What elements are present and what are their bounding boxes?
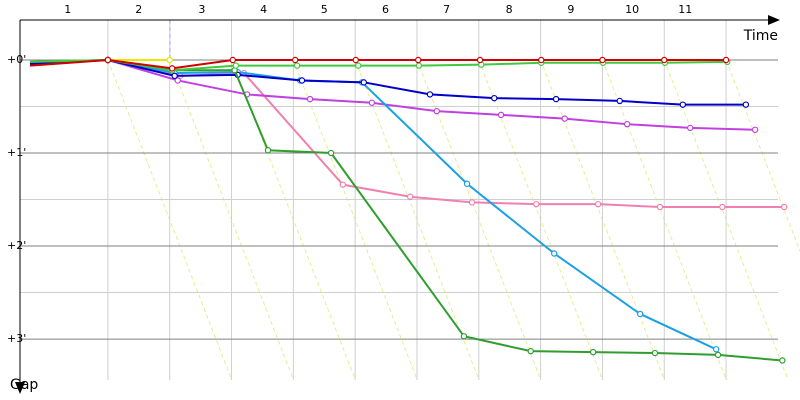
lap-point (264, 147, 272, 154)
lap-point (174, 77, 181, 84)
lap-point (599, 56, 606, 64)
lap-point (552, 95, 560, 103)
series-line (29, 58, 783, 362)
lap-point (229, 56, 236, 64)
x-tick-label: 2 (135, 3, 142, 16)
y-tick-label: +3' (7, 332, 26, 345)
lap-point (476, 56, 484, 64)
y-axis-label: Gap (10, 377, 38, 393)
x-tick-label: 4 (260, 3, 267, 16)
lap-point (780, 203, 788, 211)
lap-point (719, 203, 726, 211)
series-line (29, 58, 728, 72)
lap-point (656, 203, 664, 211)
lap-point (712, 346, 720, 353)
lap-point (636, 310, 644, 318)
lap-point (104, 56, 112, 64)
series-line (29, 58, 746, 106)
y-axis-arrow (15, 382, 25, 394)
series-line (29, 58, 727, 70)
lap-point (166, 56, 173, 64)
x-axis-arrow (768, 15, 780, 25)
grid (20, 20, 800, 381)
lap-point (538, 56, 545, 64)
lap-point (491, 94, 498, 102)
x-tick-label: 8 (506, 3, 513, 16)
lap-point (714, 351, 722, 359)
lap-point (551, 250, 558, 257)
x-tick-label: 3 (198, 3, 205, 16)
lap-point (292, 56, 299, 64)
x-tick-label: 9 (567, 3, 574, 16)
lap-point (623, 120, 631, 128)
x-tick-label: 7 (443, 3, 450, 16)
x-tick-label: 6 (382, 3, 389, 16)
lap-point (368, 99, 376, 106)
y-tick-label: +1' (7, 146, 26, 159)
x-tick-label: 11 (678, 3, 692, 16)
lap-point (533, 200, 540, 208)
lap-point (168, 65, 176, 72)
lap-point (679, 101, 687, 108)
lap-point (415, 56, 422, 64)
series (29, 56, 788, 364)
series-line (29, 58, 756, 131)
lap-point (742, 101, 750, 108)
lap-point (339, 181, 346, 188)
x-axis-label: Time (743, 28, 778, 44)
lap-point (497, 111, 505, 119)
lap-point (687, 124, 694, 132)
lap-point (232, 62, 240, 69)
lap-point (561, 115, 568, 122)
lap-point (293, 62, 301, 69)
lap-point (406, 193, 414, 200)
lap-point (355, 62, 362, 69)
lap-point (352, 56, 359, 64)
lap-isochrone (725, 59, 800, 253)
lap-point (171, 72, 178, 80)
lap-point (751, 126, 759, 133)
lap-point (651, 349, 659, 357)
x-tick-label: 5 (321, 3, 328, 16)
lap-point (661, 56, 668, 64)
series-line (29, 58, 785, 208)
lap-point (594, 200, 602, 208)
lap-point (779, 357, 786, 364)
lap-point (722, 56, 730, 64)
x-tick-label: 10 (625, 3, 639, 16)
lap-point (460, 333, 468, 340)
lap-point (589, 348, 597, 356)
lap-point (468, 199, 476, 206)
lap-point (463, 180, 471, 187)
y-tick-label: +2' (7, 239, 26, 252)
lap-point (327, 149, 335, 157)
lap-point (433, 107, 440, 115)
lap-point (306, 95, 314, 103)
lap-point (527, 347, 534, 355)
x-tick-label: 1 (64, 3, 71, 16)
lap-point (360, 79, 368, 86)
lap-point (415, 62, 423, 69)
lap-point (426, 91, 434, 98)
lap-point (298, 77, 306, 84)
lap-point (616, 97, 623, 105)
y-tick-label: +0' (7, 53, 26, 66)
